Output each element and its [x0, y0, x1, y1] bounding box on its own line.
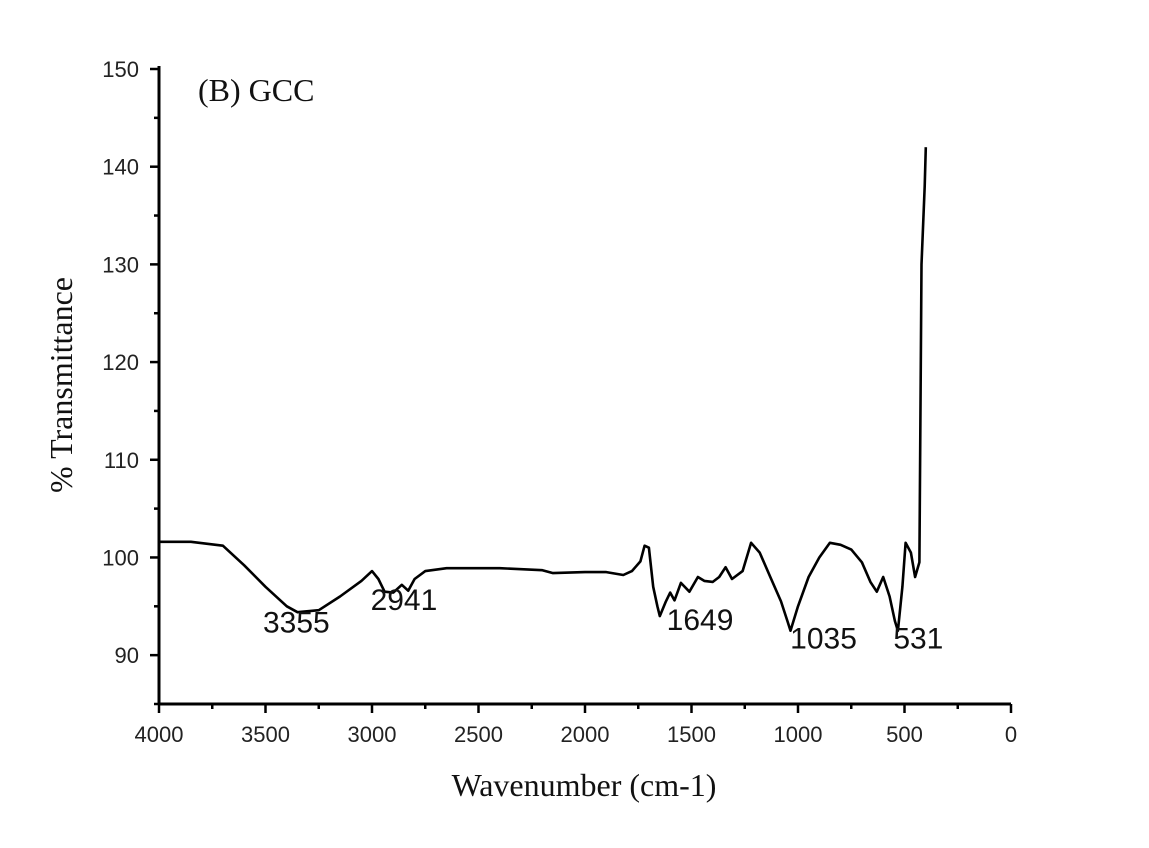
y-tick-label: 90 [115, 643, 139, 668]
y-tick-label: 120 [102, 350, 139, 375]
peak-label: 531 [893, 622, 943, 655]
y-tick-label: 130 [102, 252, 139, 277]
x-tick-label: 1000 [774, 722, 823, 747]
y-tick-label: 100 [102, 545, 139, 570]
peak-label: 1649 [667, 604, 734, 637]
chart-title: (B) GCC [198, 72, 314, 108]
y-tick-label: 150 [102, 57, 139, 82]
y-axis-title: % Transmittance [43, 277, 79, 493]
x-axis-title: Wavenumber (cm-1) [452, 767, 717, 803]
y-tick-label: 110 [104, 448, 139, 473]
peak-label: 3355 [263, 607, 330, 640]
transmittance-line [159, 147, 928, 632]
x-tick-label: 3000 [348, 722, 397, 747]
x-tick-label: 2000 [561, 722, 610, 747]
x-tick-label: 500 [886, 722, 923, 747]
peak-label: 2941 [371, 584, 438, 617]
y-tick-label: 140 [102, 155, 139, 180]
x-tick-label: 2500 [454, 722, 503, 747]
x-axis-ticks: 4000 3500 3000 2500 2000 1500 1000 500 0 [135, 704, 1017, 747]
x-tick-label: 1500 [667, 722, 716, 747]
x-tick-label: 4000 [135, 722, 184, 747]
peak-label: 1035 [790, 622, 857, 655]
x-tick-label: 3500 [241, 722, 290, 747]
peak-annotations: 3355 2941 1649 1035 531 [263, 584, 943, 655]
y-axis-ticks: 90 100 110 120 130 140 150 [102, 57, 159, 706]
x-tick-label: 0 [1005, 722, 1017, 747]
